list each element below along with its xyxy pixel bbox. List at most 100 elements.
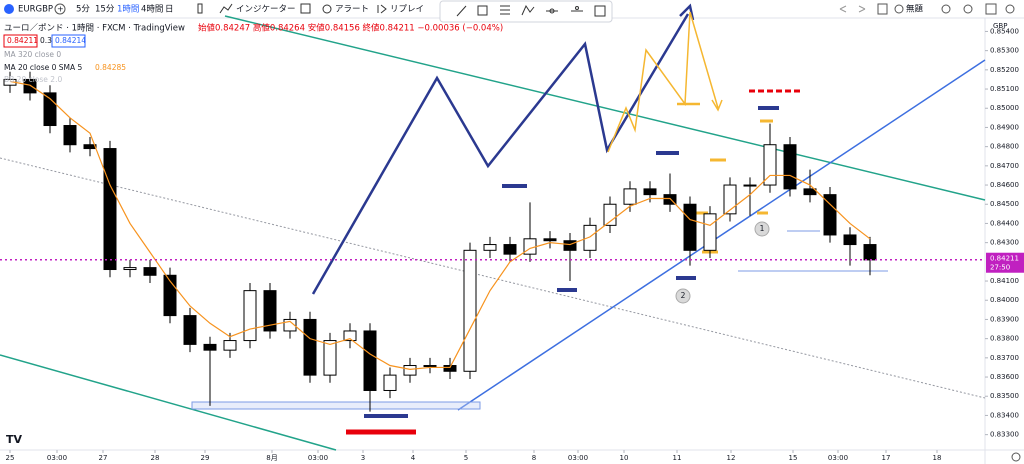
y-tick-label: 0.83900 xyxy=(990,315,1019,323)
y-tick-label: 0.83700 xyxy=(990,354,1019,362)
add-symbol[interactable] xyxy=(54,3,66,15)
legend-ohlc: 始値0.84247 高値0.84264 安値0.84156 終値0.84211 … xyxy=(198,23,503,34)
x-tick-label: 10 xyxy=(620,454,629,462)
y-tick-label: 0.84300 xyxy=(990,239,1019,247)
candle-body xyxy=(43,92,57,127)
x-tick-label: 25 xyxy=(6,454,15,462)
overlay xyxy=(0,80,985,370)
x-tick-label: 03:00 xyxy=(828,454,848,462)
fullscreen[interactable] xyxy=(985,3,997,15)
buy-box[interactable] xyxy=(51,34,86,48)
x-tick-label: 18 xyxy=(933,454,942,462)
candle-body xyxy=(203,343,217,351)
candle-body xyxy=(623,188,637,205)
y-tick-label: 0.83300 xyxy=(990,431,1019,439)
plus: + xyxy=(57,5,64,14)
alert-button[interactable]: アラート xyxy=(335,5,369,15)
candle-body xyxy=(243,290,257,342)
x-tick-label: 03:00 xyxy=(47,454,67,462)
axis-settings[interactable] xyxy=(1011,452,1021,462)
drawing-toolbar xyxy=(439,0,613,23)
interval[interactable]: 4時間 xyxy=(141,5,163,15)
candle-body xyxy=(683,203,697,251)
candle-body xyxy=(503,244,517,255)
y-tick-label: 0.83800 xyxy=(990,335,1019,343)
candle-body xyxy=(863,244,877,261)
x-tick-label: 03:00 xyxy=(308,454,328,462)
annotation-marker xyxy=(675,288,691,304)
replay-button[interactable]: リプレイ xyxy=(390,5,424,15)
y-tick-label: 0.84000 xyxy=(990,296,1019,304)
candle-body xyxy=(323,340,337,376)
interval[interactable]: 日 xyxy=(165,5,174,15)
drawing-tools[interactable] xyxy=(456,4,606,17)
interval[interactable]: 5分 xyxy=(76,5,90,15)
layout-icon[interactable] xyxy=(300,3,311,14)
candle-body xyxy=(803,188,817,196)
layout-name[interactable]: 無題 xyxy=(906,4,924,15)
x-tick-label: 28 xyxy=(151,454,160,462)
indicator-legend: MA 20 close 0 SMA 5 xyxy=(4,63,83,72)
moving-average xyxy=(9,80,871,370)
candle-body xyxy=(403,365,417,376)
cloud-icon xyxy=(894,4,904,14)
sell-price[interactable]: 0.84211 xyxy=(7,36,38,45)
sell-box[interactable] xyxy=(3,34,38,48)
candle-body xyxy=(543,238,557,242)
candle-body xyxy=(703,213,717,251)
search[interactable] xyxy=(941,4,951,14)
redo[interactable] xyxy=(858,5,866,13)
y-tick-label: 0.84800 xyxy=(990,143,1019,151)
y-tick-label: 0.83600 xyxy=(990,373,1019,381)
x-tick-label: 03:00 xyxy=(568,454,588,462)
indicator-icon[interactable] xyxy=(219,3,233,14)
symbol-icon[interactable] xyxy=(4,4,14,14)
candle-body xyxy=(603,203,617,226)
candle-body xyxy=(143,267,157,276)
x-tick-label: 5 xyxy=(464,454,468,462)
x-tick-label: 27 xyxy=(99,454,108,462)
x-tick-label: 3 xyxy=(361,454,365,462)
spread: 0.3 xyxy=(40,36,52,45)
candle-body xyxy=(303,318,317,376)
indicator-legend: BB 20 close 2.0 xyxy=(4,75,62,84)
symbol[interactable]: EURGBP xyxy=(18,5,53,15)
interval[interactable]: 1時間 xyxy=(117,5,139,15)
candle-body xyxy=(383,374,397,391)
logo: 𝗧𝗩 xyxy=(6,433,23,446)
x-tick-label: 29 xyxy=(201,454,210,462)
x-tick-label: 11 xyxy=(673,454,682,462)
indicators-button[interactable]: インジケーター xyxy=(236,5,296,15)
undo[interactable] xyxy=(839,5,847,13)
countdown: 27:50 xyxy=(990,264,1010,272)
annotation-label: 1 xyxy=(760,224,765,233)
y-tick-label: 0.84600 xyxy=(990,181,1019,189)
y-tick-label: 0.85000 xyxy=(990,104,1019,112)
buy-price[interactable]: 0.84214 xyxy=(55,36,86,45)
candles xyxy=(3,71,877,412)
snapshot[interactable] xyxy=(1005,4,1015,14)
candle-body xyxy=(263,290,277,332)
x-tick-label: 15 xyxy=(789,454,798,462)
x-tick-label: 8月 xyxy=(266,454,277,462)
replay-icon[interactable] xyxy=(377,4,387,14)
y-tick-label: 0.84100 xyxy=(990,277,1019,285)
x-tick-label: 12 xyxy=(727,454,736,462)
y-tick-label: 0.84500 xyxy=(990,200,1019,208)
y-tick-label: 0.85300 xyxy=(990,47,1019,55)
candle-body xyxy=(123,267,137,271)
legend-title: ユーロ／ポンド · 1時間 · FXCM · TradingView xyxy=(4,24,185,34)
settings[interactable] xyxy=(963,4,973,14)
candle-body xyxy=(843,234,857,246)
candle-body xyxy=(443,365,457,372)
interval[interactable]: 15分 xyxy=(95,5,115,15)
alert-icon[interactable] xyxy=(322,4,332,14)
annotation-marker xyxy=(754,221,770,237)
layout-box[interactable] xyxy=(877,3,888,15)
candle-body xyxy=(183,315,197,345)
indicator-legend: MA 320 close 0 xyxy=(4,50,61,59)
chart-type-icon[interactable] xyxy=(197,3,203,14)
x-tick-label: 4 xyxy=(411,454,416,462)
